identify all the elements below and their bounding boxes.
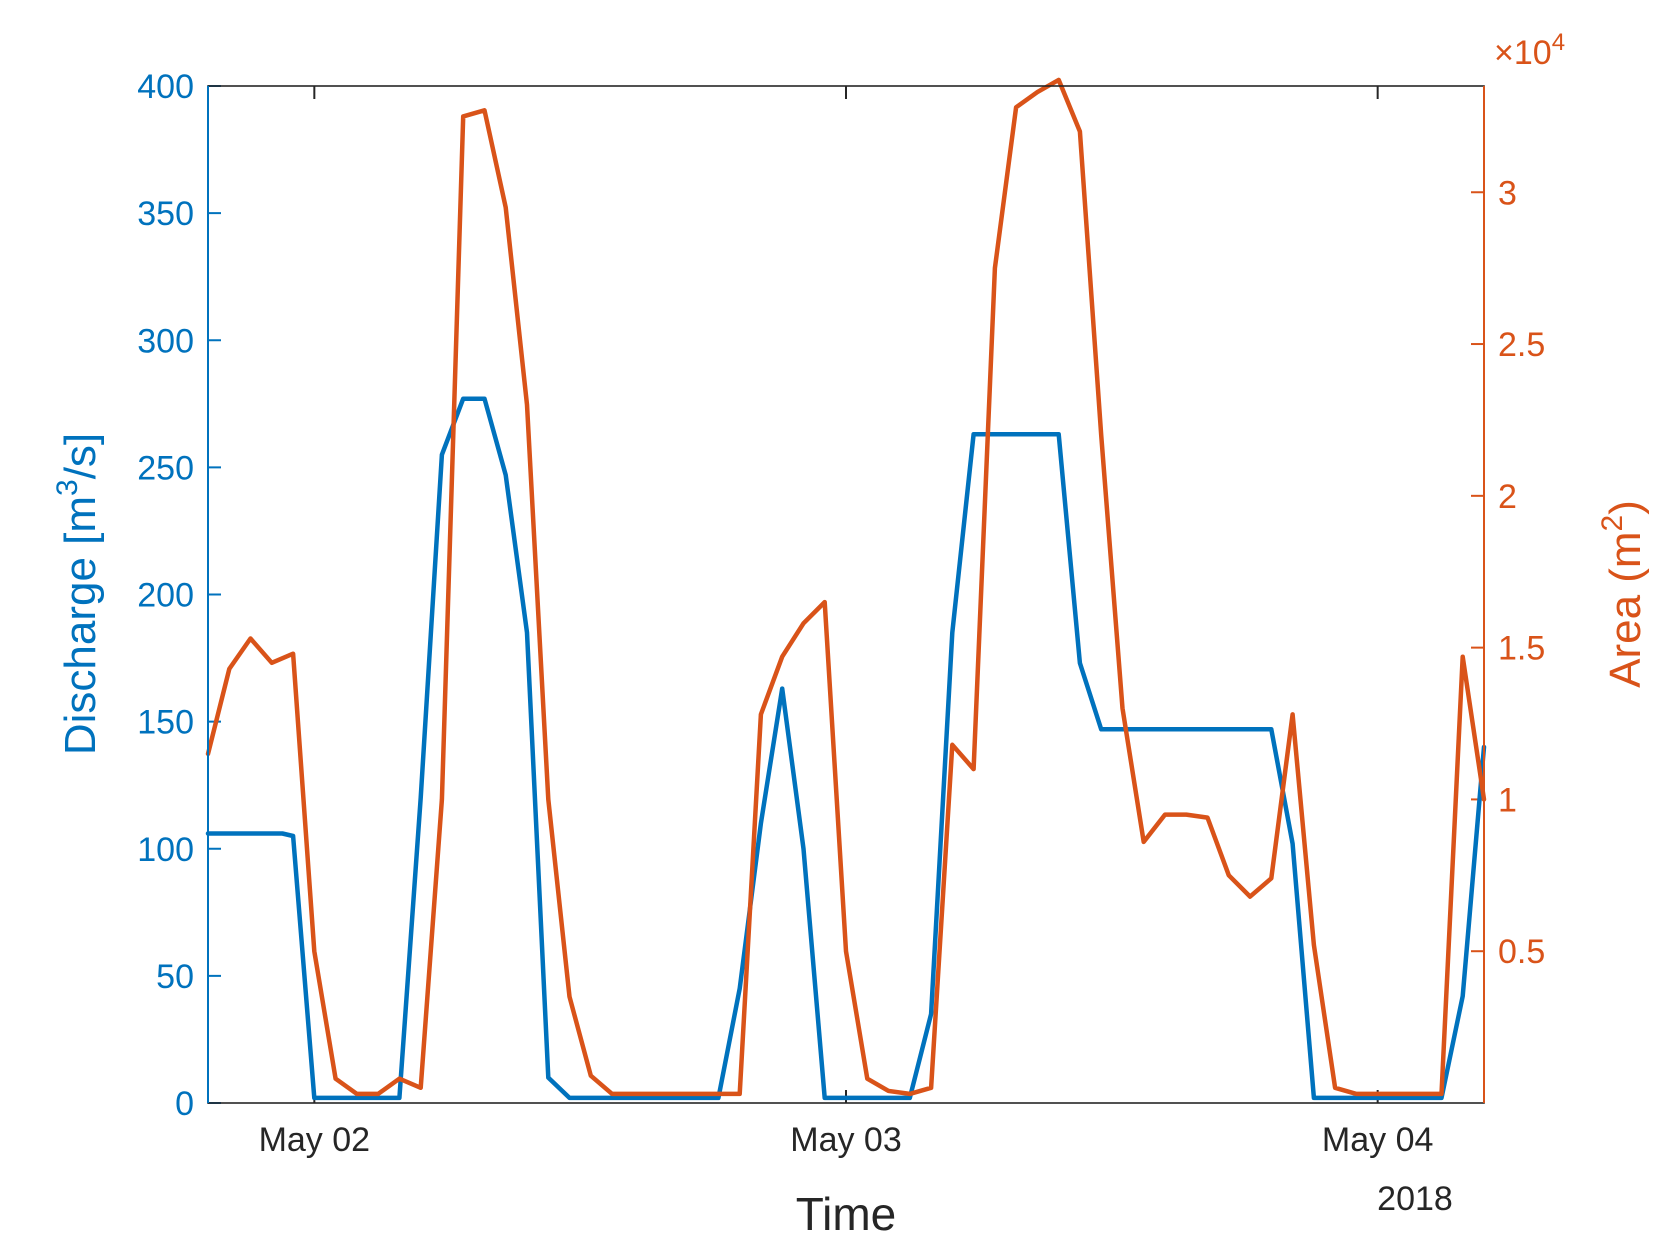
x-axis-ticks: May 02 May 03 May 04 xyxy=(259,86,1434,1159)
left-axis-title-tail: /s] xyxy=(56,433,105,479)
right-axis-multiplier-exp: 4 xyxy=(1552,29,1565,56)
right-tick-label: 1.5 xyxy=(1498,630,1545,668)
right-axis-multiplier: ×104 xyxy=(1494,29,1565,72)
x-axis-year-label: 2018 xyxy=(1377,1180,1453,1218)
left-tick-label: 0 xyxy=(175,1085,194,1123)
left-tick-label: 350 xyxy=(137,195,194,233)
discharge-series-line xyxy=(205,396,1487,1101)
left-tick-label: 100 xyxy=(137,831,194,869)
left-axis-title: Discharge [m3/s] xyxy=(51,433,105,755)
left-tick-label: 250 xyxy=(137,449,194,487)
x-axis-title: Time xyxy=(796,1188,897,1240)
right-tick-label: 3 xyxy=(1498,174,1517,212)
right-axis-title-main: Area (m xyxy=(1601,531,1650,687)
left-tick-label: 400 xyxy=(137,68,194,106)
right-tick-label: 1 xyxy=(1498,781,1517,819)
right-axis-ticks: 0.5 1 1.5 2 2.5 3 xyxy=(1471,174,1545,971)
left-axis-ticks: 0 50 100 150 200 250 300 350 400 xyxy=(137,68,221,1123)
left-tick-label: 200 xyxy=(137,577,194,615)
right-axis-multiplier-base: ×10 xyxy=(1494,34,1552,72)
right-tick-label: 2 xyxy=(1498,478,1517,516)
right-axis-title-tail: ) xyxy=(1601,500,1650,515)
right-tick-label: 2.5 xyxy=(1498,326,1545,364)
left-axis-title-sup: 3 xyxy=(51,479,84,496)
left-tick-label: 50 xyxy=(156,958,194,996)
x-tick-label: May 03 xyxy=(790,1121,902,1159)
left-tick-label: 300 xyxy=(137,322,194,360)
x-tick-label: May 04 xyxy=(1322,1121,1434,1159)
area-series-line xyxy=(205,77,1487,1097)
x-tick-label: May 02 xyxy=(259,1121,371,1159)
series-layer xyxy=(205,77,1487,1101)
right-tick-label: 0.5 xyxy=(1498,933,1545,971)
left-tick-label: 150 xyxy=(137,704,194,742)
left-axis-title-main: Discharge [m xyxy=(56,496,105,755)
right-axis-title-sup: 2 xyxy=(1596,515,1629,532)
right-axis-title: Area (m2) xyxy=(1596,500,1650,688)
